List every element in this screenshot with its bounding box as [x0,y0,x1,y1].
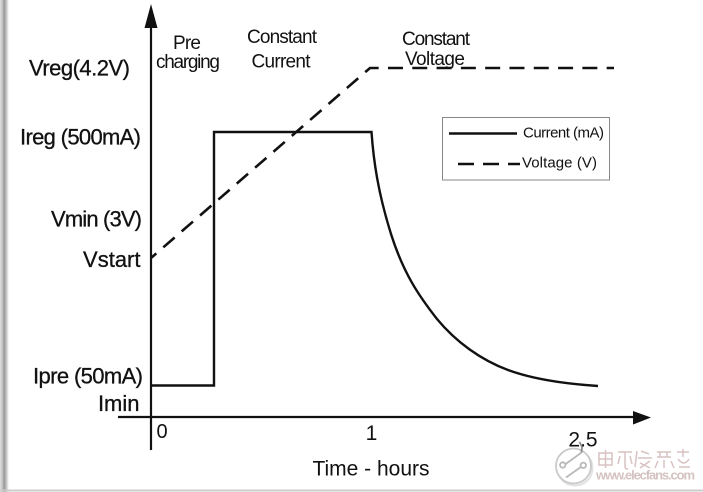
svg-text:Ipre (50mA): Ipre (50mA) [33,364,143,389]
svg-text:Current: Current [252,52,312,73]
svg-text:Constant: Constant [247,27,318,48]
svg-text:0: 0 [156,421,167,443]
svg-text:Voltage (V): Voltage (V) [522,155,597,172]
svg-text:Vreg(4.2V): Vreg(4.2V) [29,56,130,81]
svg-text:Vmin (3V): Vmin (3V) [51,207,142,232]
svg-text:Time - hours: Time - hours [312,458,429,481]
svg-text:Pre: Pre [173,33,201,54]
svg-text:Imin: Imin [98,391,140,416]
svg-text:1: 1 [366,422,378,445]
svg-text:Vstart: Vstart [83,247,140,272]
svg-text:Voltage: Voltage [405,49,465,70]
svg-text:charging: charging [156,52,220,73]
svg-text:Ireg (500mA): Ireg (500mA) [20,125,141,150]
svg-text:www.elecfans.com: www.elecfans.com [595,468,695,483]
svg-text:Constant: Constant [402,29,471,50]
svg-text:Current (mA): Current (mA) [523,125,604,142]
svg-text:2.5: 2.5 [568,429,597,452]
